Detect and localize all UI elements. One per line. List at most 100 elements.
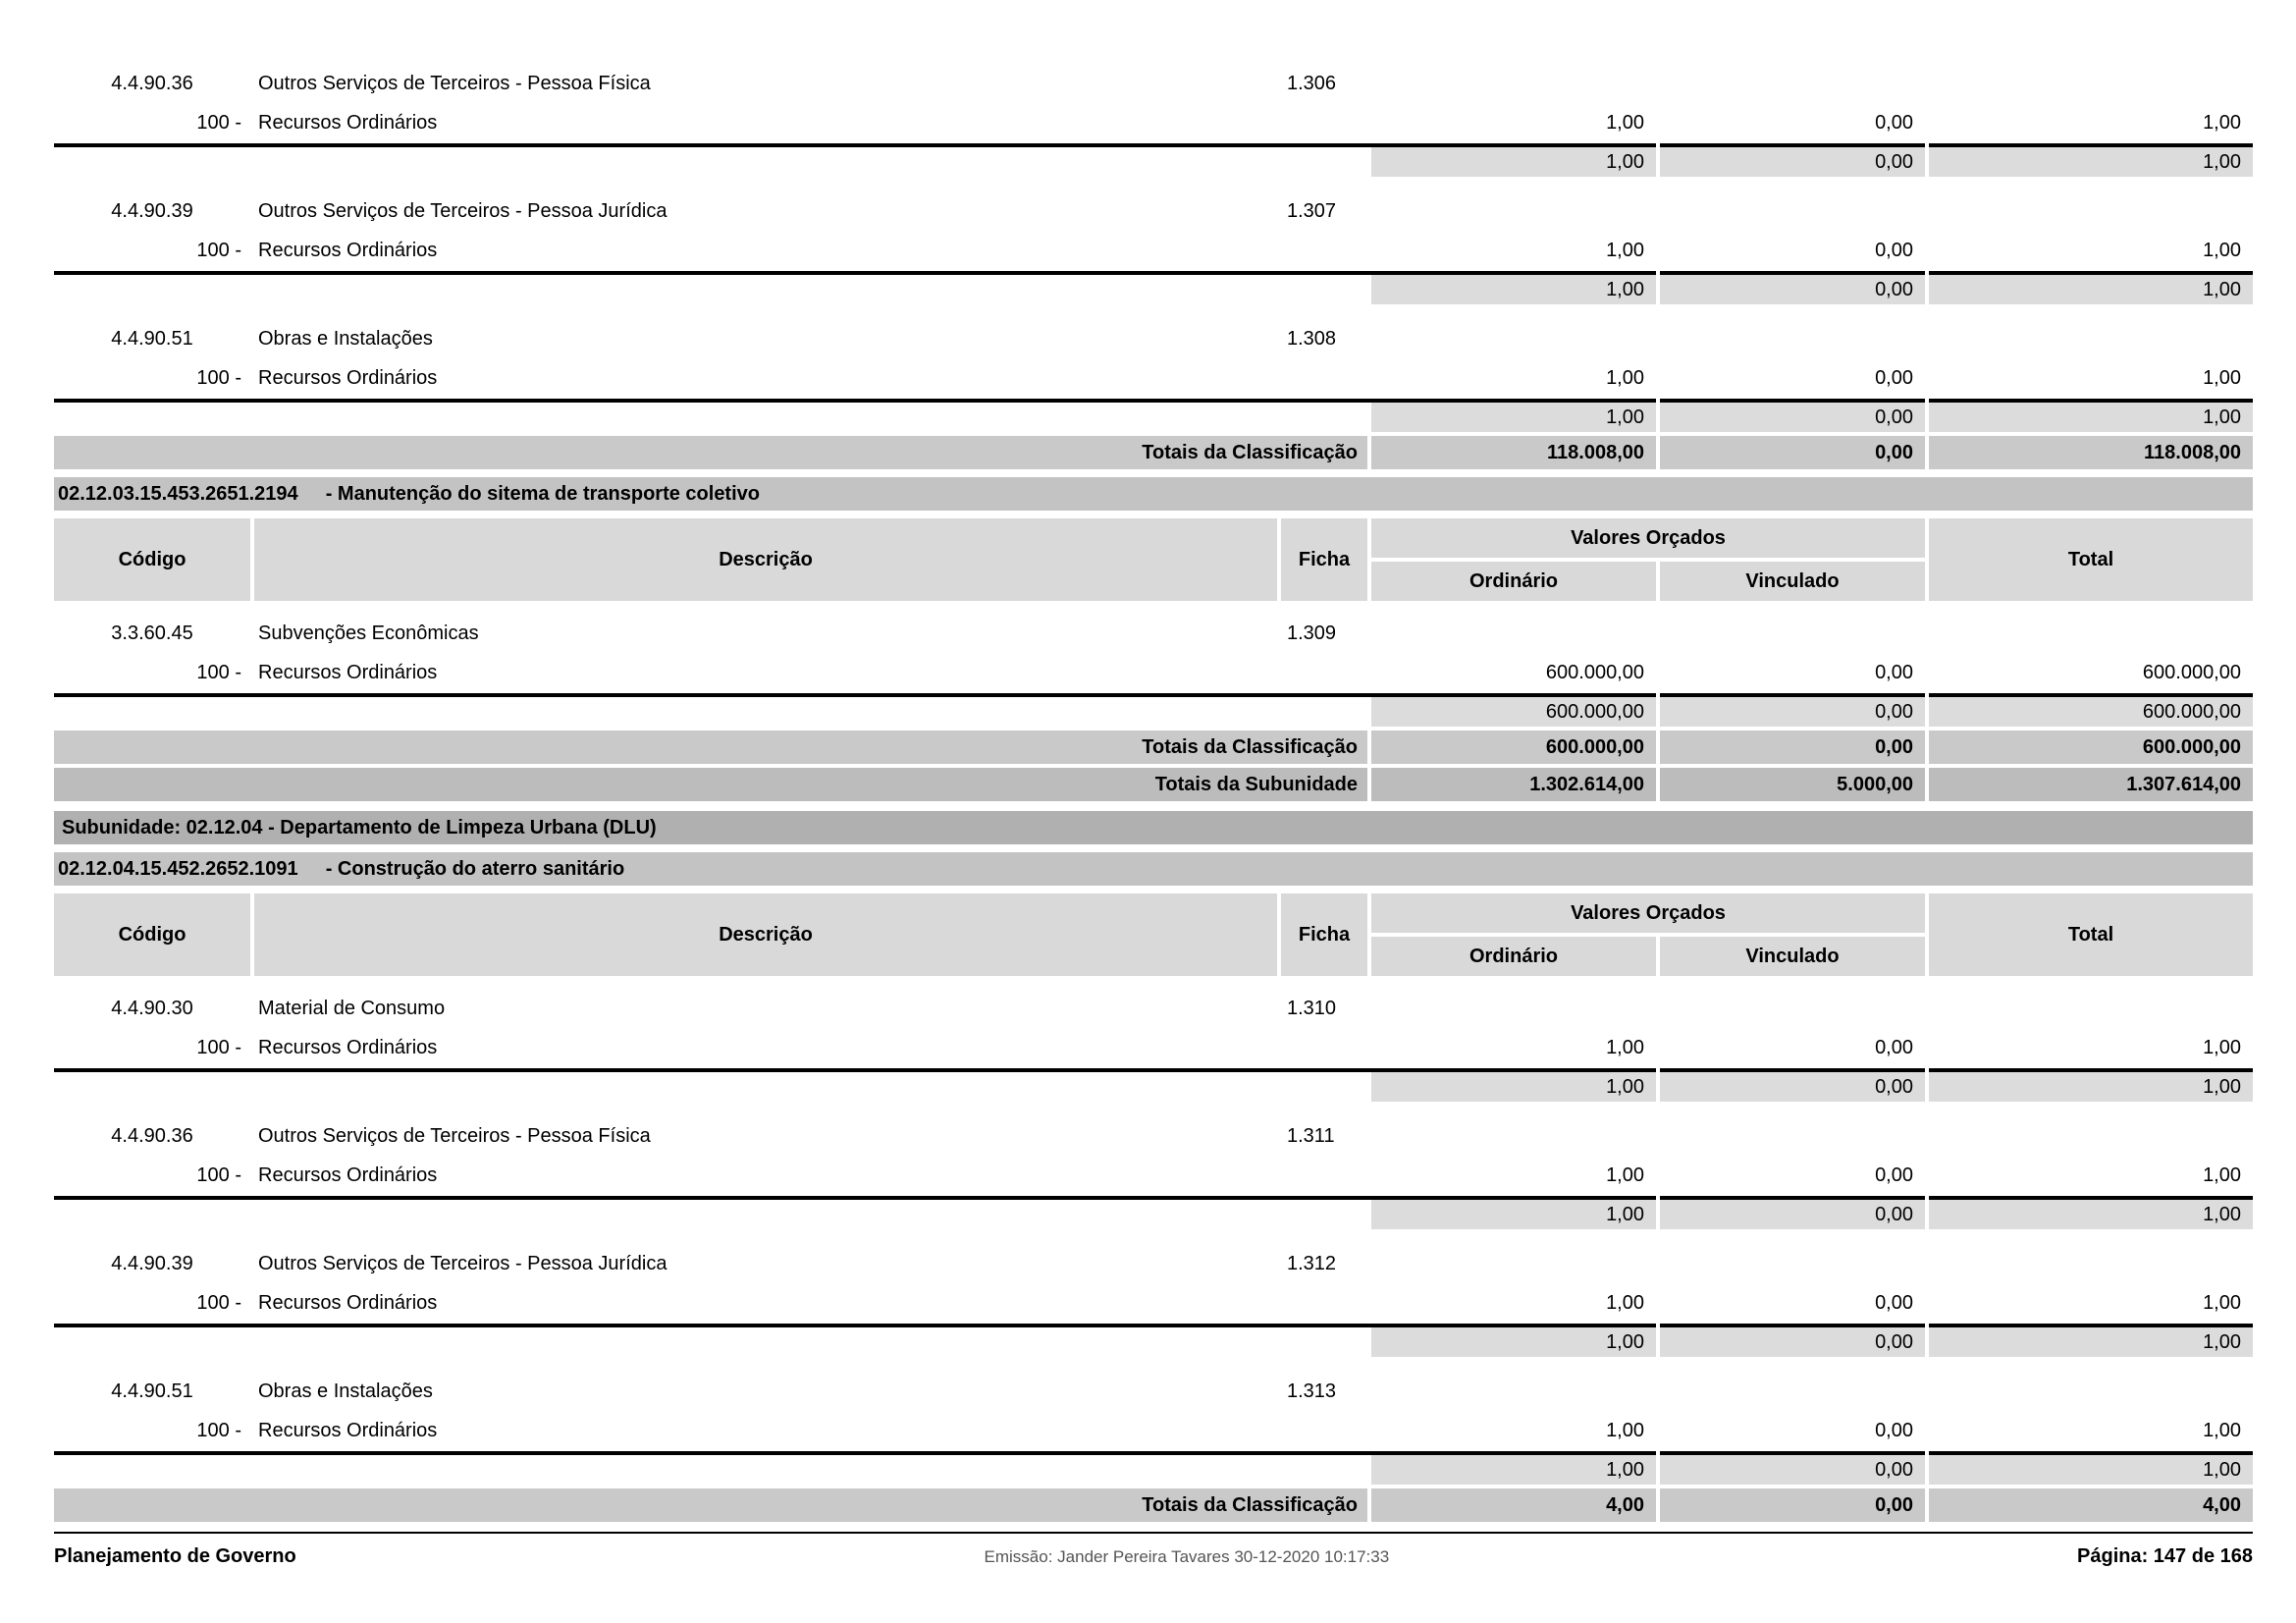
classification-code-row: 4.4.90.51 Obras e Instalações 1.313 xyxy=(54,1371,2253,1412)
vinculado-value-cell: 0,00 xyxy=(1875,112,1913,134)
totals-label: Totais da Subunidade xyxy=(54,768,1367,801)
ordinario-value-cell: 118.008,00 xyxy=(1371,436,1656,469)
total-value-cell: 1,00 xyxy=(2203,112,2241,134)
classification-subtotal-row: 1,00 0,00 1,00 xyxy=(54,147,2253,177)
subtotal-spacer xyxy=(54,1200,1367,1229)
ficha-empty-cell xyxy=(1281,1029,1367,1066)
total-value-cell: 600.000,00 xyxy=(1929,697,2253,727)
subtotal-spacer xyxy=(54,147,1367,177)
classification-subtotal-row: 1,00 0,00 1,00 xyxy=(54,1200,2253,1229)
ficha-column-header: Ficha xyxy=(1281,518,1367,601)
total-value-cell xyxy=(1929,1371,2253,1412)
separator-segment xyxy=(1929,271,2253,275)
separator-segment xyxy=(1660,1196,1925,1200)
valores-orcados-group: Valores Orçados Ordinário Vinculado xyxy=(1371,893,1925,976)
program-name: - Manutenção do sitema de transporte col… xyxy=(325,482,760,505)
total-value-cell xyxy=(1929,988,2253,1029)
resource-row: 100 - Recursos Ordinários 1,00 0,00 1,00 xyxy=(54,1157,2253,1194)
separator-line xyxy=(54,1196,2253,1200)
resource-code: 100 - xyxy=(196,1420,241,1441)
footer-report-title: Planejamento de Governo xyxy=(54,1545,296,1567)
separator-segment xyxy=(1929,693,2253,697)
resource-row: 100 - Recursos Ordinários 1,00 0,00 1,00 xyxy=(54,104,2253,141)
ordinario-value-cell: 1.302.614,00 xyxy=(1371,768,1656,801)
vinculado-value-cell xyxy=(1660,318,1925,359)
separator-segment xyxy=(1660,693,1925,697)
ordinario-value-cell: 1,00 xyxy=(1606,240,1644,261)
resource-name: Recursos Ordinários xyxy=(258,1420,438,1441)
total-value-cell: 4,00 xyxy=(1929,1488,2253,1522)
vinculado-value-cell: 0,00 xyxy=(1660,1327,1925,1357)
separator-line xyxy=(54,1068,2253,1072)
separator-segment xyxy=(1929,1451,2253,1455)
vinculado-value-cell: 0,00 xyxy=(1875,662,1913,683)
ordinario-value-cell: 1,00 xyxy=(1371,1072,1656,1102)
classification-subtotal-row: 1,00 0,00 1,00 xyxy=(54,403,2253,432)
ordinario-value-cell: 600.000,00 xyxy=(1371,730,1656,764)
ordinario-value-cell xyxy=(1371,613,1656,654)
ordinario-value-cell xyxy=(1371,1115,1656,1157)
vinculado-value-cell: 0,00 xyxy=(1875,1420,1913,1441)
total-value-cell: 600.000,00 xyxy=(1929,730,2253,764)
vinculado-value-cell: 0,00 xyxy=(1660,147,1925,177)
separator-segment xyxy=(54,1451,1656,1455)
descricao-column-header: Descrição xyxy=(254,518,1277,601)
totais-classificacao-row: Totais da Classificação 4,00 0,00 4,00 xyxy=(54,1488,2253,1522)
ordinario-value-cell: 1,00 xyxy=(1606,1292,1644,1314)
ordinario-value-cell xyxy=(1371,63,1656,104)
ordinario-value-cell: 1,00 xyxy=(1606,1037,1644,1058)
vinculado-value-cell: 0,00 xyxy=(1875,367,1913,389)
total-value-cell: 1,00 xyxy=(1929,1200,2253,1229)
ordinario-column-header: Ordinário xyxy=(1371,562,1656,601)
total-value-cell xyxy=(1929,63,2253,104)
classification-code-row: 4.4.90.39 Outros Serviços de Terceiros - … xyxy=(54,1243,2253,1284)
vinculado-value-cell: 0,00 xyxy=(1660,275,1925,304)
totals-label: Totais da Classificação xyxy=(54,436,1367,469)
ordinario-value-cell: 1,00 xyxy=(1371,147,1656,177)
separator-segment xyxy=(1660,143,1925,147)
separator-segment xyxy=(1660,1068,1925,1072)
ficha-number: 1.312 xyxy=(1287,1253,1337,1274)
total-value-cell: 1,00 xyxy=(2203,1164,2241,1186)
resource-name: Recursos Ordinários xyxy=(258,1292,438,1314)
separator-line xyxy=(54,271,2253,275)
vinculado-value-cell: 0,00 xyxy=(1660,1488,1925,1522)
separator-segment xyxy=(54,693,1656,697)
classification-subtotal-row: 1,00 0,00 1,00 xyxy=(54,1072,2253,1102)
resource-code: 100 - xyxy=(196,1292,241,1314)
total-value-cell xyxy=(1929,1243,2253,1284)
resource-code: 100 - xyxy=(196,1164,241,1186)
ficha-number: 1.307 xyxy=(1287,200,1337,222)
resource-row: 100 - Recursos Ordinários 1,00 0,00 1,00 xyxy=(54,232,2253,269)
valores-orcados-group: Valores Orçados Ordinário Vinculado xyxy=(1371,518,1925,601)
subtotal-spacer xyxy=(54,275,1367,304)
valores-orcados-header: Valores Orçados xyxy=(1371,518,1925,558)
classification-code-row: 4.4.90.39 Outros Serviços de Terceiros - … xyxy=(54,190,2253,232)
resource-name: Recursos Ordinários xyxy=(258,240,438,261)
program-header-row: 02.12.03.15.453.2651.2194 - Manutenção do… xyxy=(54,477,2253,511)
program-name: - Construção do aterro sanitário xyxy=(325,857,625,880)
classification-code: 4.4.90.36 xyxy=(111,1125,193,1147)
totals-label: Totais da Classificação xyxy=(54,730,1367,764)
total-value-cell xyxy=(1929,318,2253,359)
resource-name: Recursos Ordinários xyxy=(258,367,438,389)
total-value-cell xyxy=(1929,1115,2253,1157)
subtotal-spacer xyxy=(54,403,1367,432)
classification-description: Obras e Instalações xyxy=(258,1380,433,1402)
column-header-row: Código Descrição Ficha Valores Orçados Ordin… xyxy=(54,518,2253,601)
vinculado-value-cell: 0,00 xyxy=(1875,240,1913,261)
total-value-cell: 118.008,00 xyxy=(1929,436,2253,469)
classification-subtotal-row: 1,00 0,00 1,00 xyxy=(54,1455,2253,1485)
total-value-cell: 1,00 xyxy=(2203,367,2241,389)
total-value-cell: 1,00 xyxy=(1929,1455,2253,1485)
classification-description: Obras e Instalações xyxy=(258,328,433,350)
separator-segment xyxy=(1929,399,2253,403)
classification-code: 4.4.90.51 xyxy=(111,1380,193,1402)
program-code: 02.12.03.15.453.2651.2194 xyxy=(58,482,298,505)
vinculado-value-cell xyxy=(1660,1371,1925,1412)
classification-code-row: 4.4.90.36 Outros Serviços de Terceiros - … xyxy=(54,63,2253,104)
separator-segment xyxy=(1929,143,2253,147)
vinculado-value-cell: 0,00 xyxy=(1875,1037,1913,1058)
total-value-cell: 1,00 xyxy=(2203,1420,2241,1441)
ordinario-value-cell xyxy=(1371,190,1656,232)
